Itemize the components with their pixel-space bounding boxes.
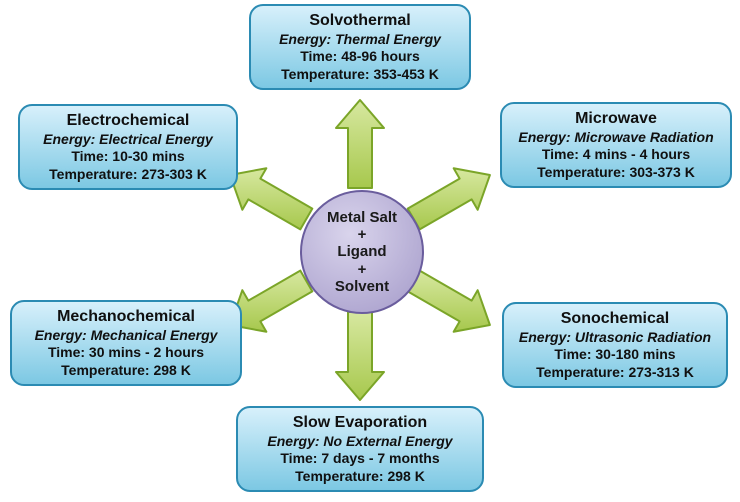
center-line: Solvent (335, 278, 389, 295)
method-temp: Temperature: 273-313 K (536, 364, 694, 382)
method-title: Microwave (575, 109, 657, 129)
method-box-sonochemical: SonochemicalEnergy: Ultrasonic Radiation… (502, 302, 728, 388)
method-time: Time: 10-30 mins (71, 148, 184, 166)
method-energy: Energy: Electrical Energy (43, 131, 213, 149)
method-title: Electrochemical (67, 111, 190, 131)
method-energy: Energy: Thermal Energy (279, 31, 441, 49)
center-line: Ligand (337, 243, 386, 260)
arrow-slowevap (336, 312, 384, 400)
method-temp: Temperature: 298 K (61, 362, 191, 380)
method-temp: Temperature: 273-303 K (49, 166, 207, 184)
arrow-mechano (230, 271, 312, 332)
method-box-mechano: MechanochemicalEnergy: Mechanical Energy… (10, 300, 242, 386)
method-title: Solvothermal (309, 11, 410, 31)
method-time: Time: 4 mins - 4 hours (542, 146, 690, 164)
center-line: + (358, 226, 367, 243)
center-line: Metal Salt (327, 209, 397, 226)
arrow-solvothermal (336, 100, 384, 188)
method-temp: Temperature: 303-373 K (537, 164, 695, 182)
method-energy: Energy: Mechanical Energy (35, 327, 218, 345)
method-box-microwave: MicrowaveEnergy: Microwave RadiationTime… (500, 102, 732, 188)
method-box-slowevap: Slow EvaporationEnergy: No External Ener… (236, 406, 484, 492)
method-box-electro: ElectrochemicalEnergy: Electrical Energy… (18, 104, 238, 190)
arrow-microwave (408, 168, 490, 229)
center-line: + (358, 261, 367, 278)
method-title: Sonochemical (561, 309, 669, 329)
method-time: Time: 30-180 mins (554, 346, 675, 364)
diagram-canvas: Metal Salt+Ligand+Solvent SolvothermalEn… (0, 0, 740, 502)
method-temp: Temperature: 298 K (295, 468, 425, 486)
method-time: Time: 30 mins - 2 hours (48, 344, 204, 362)
method-time: Time: 7 days - 7 months (280, 450, 439, 468)
method-energy: Energy: Microwave Radiation (518, 129, 713, 147)
arrow-sonochemical (408, 271, 490, 332)
center-circle: Metal Salt+Ligand+Solvent (300, 190, 424, 314)
method-energy: Energy: No External Energy (267, 433, 452, 451)
arrow-electro (230, 168, 312, 229)
method-title: Mechanochemical (57, 307, 195, 327)
method-time: Time: 48-96 hours (300, 48, 420, 66)
method-energy: Energy: Ultrasonic Radiation (519, 329, 711, 347)
method-box-solvothermal: SolvothermalEnergy: Thermal EnergyTime: … (249, 4, 471, 90)
method-title: Slow Evaporation (293, 413, 427, 433)
method-temp: Temperature: 353-453 K (281, 66, 439, 84)
